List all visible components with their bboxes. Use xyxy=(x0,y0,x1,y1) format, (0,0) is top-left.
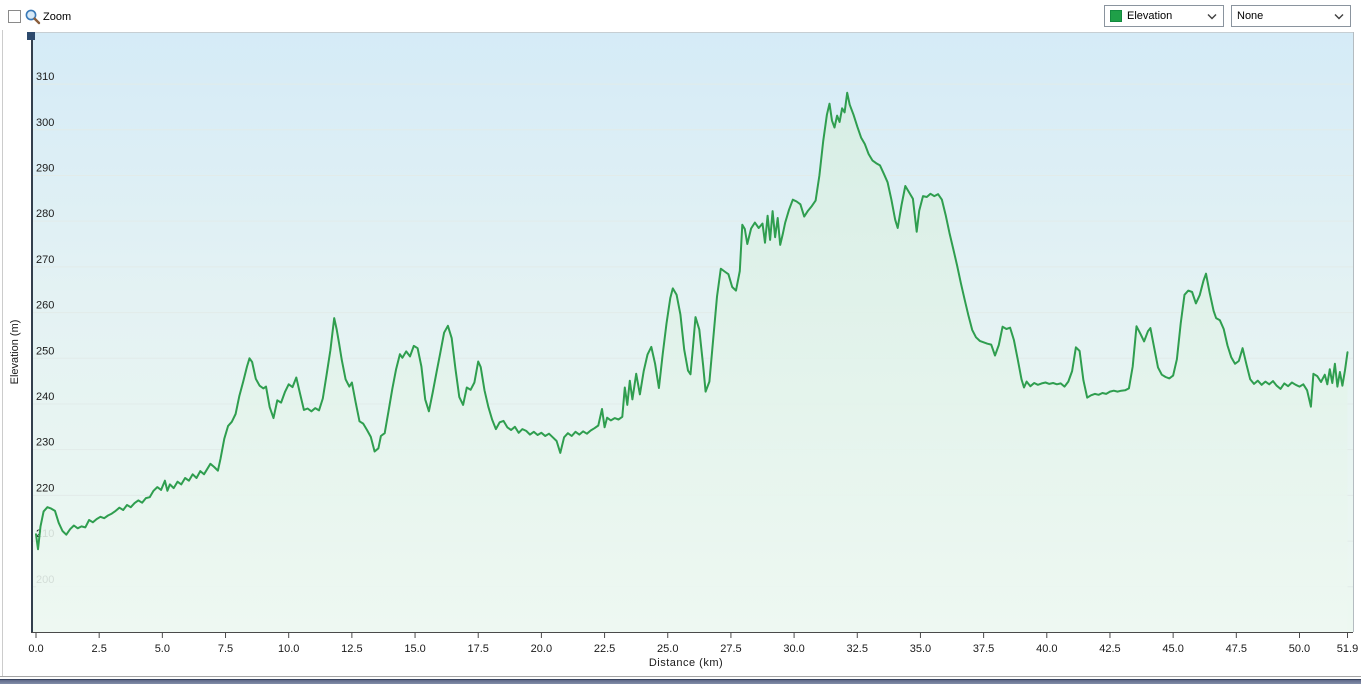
chevron-down-icon xyxy=(1207,13,1217,19)
y-axis-label: 270 xyxy=(36,254,54,266)
zoom-label: Zoom xyxy=(43,11,72,23)
primary-series-dropdown[interactable]: Elevation xyxy=(1104,5,1224,27)
primary-series-value: Elevation xyxy=(1127,10,1173,22)
chevron-down-icon xyxy=(1334,13,1344,19)
y-axis-label: 230 xyxy=(36,437,54,449)
x-axis-label: 27.5 xyxy=(720,643,741,655)
x-axis-label: 51.9 xyxy=(1337,643,1358,655)
elevation-line xyxy=(35,91,1349,551)
y-axis-label: 280 xyxy=(36,208,54,220)
x-axis-label: 20.0 xyxy=(531,643,552,655)
statusbar-border xyxy=(0,676,1361,677)
x-axis-label: 37.5 xyxy=(973,643,994,655)
y-axis-title: Elevation (m) xyxy=(9,320,21,385)
y-axis-label: 260 xyxy=(36,300,54,312)
series-color-swatch xyxy=(1110,10,1122,22)
x-axis-label: 22.5 xyxy=(594,643,615,655)
x-axis-label: 42.5 xyxy=(1099,643,1120,655)
y-axis-label: 240 xyxy=(36,391,54,403)
statusbar xyxy=(0,677,1361,684)
x-axis-label: 47.5 xyxy=(1226,643,1247,655)
chart-toolbar: Zoom Elevation None xyxy=(0,0,1361,30)
x-axis-label: 5.0 xyxy=(155,643,170,655)
plot-corner-marker xyxy=(27,32,35,40)
x-axis-label: 40.0 xyxy=(1036,643,1057,655)
secondary-series-value: None xyxy=(1237,10,1264,22)
x-axis-label: 45.0 xyxy=(1162,643,1183,655)
x-axis-label: 50.0 xyxy=(1289,643,1310,655)
panel-left-border xyxy=(2,0,3,676)
x-axis-label: 7.5 xyxy=(218,643,233,655)
x-axis-title: Distance (km) xyxy=(649,657,723,669)
x-axis-label: 25.0 xyxy=(657,643,678,655)
x-axis-label: 0.0 xyxy=(28,643,43,655)
magnifier-icon xyxy=(25,9,41,25)
x-axis-label: 35.0 xyxy=(910,643,931,655)
x-axis-label: 15.0 xyxy=(404,643,425,655)
x-axis-label: 12.5 xyxy=(341,643,362,655)
zoom-checkbox[interactable] xyxy=(8,10,21,23)
x-axis-label: 32.5 xyxy=(847,643,868,655)
x-axis-label: 2.5 xyxy=(92,643,107,655)
secondary-series-dropdown[interactable]: None xyxy=(1231,5,1351,27)
y-axis-label: 220 xyxy=(36,482,54,494)
y-axis-label: 250 xyxy=(36,345,54,357)
y-axis-label: 310 xyxy=(36,71,54,83)
y-axis-label: 290 xyxy=(36,162,54,174)
x-axis-label: 10.0 xyxy=(278,643,299,655)
y-axis-label: 300 xyxy=(36,117,54,129)
x-axis-label: 17.5 xyxy=(468,643,489,655)
x-axis-label: 30.0 xyxy=(783,643,804,655)
